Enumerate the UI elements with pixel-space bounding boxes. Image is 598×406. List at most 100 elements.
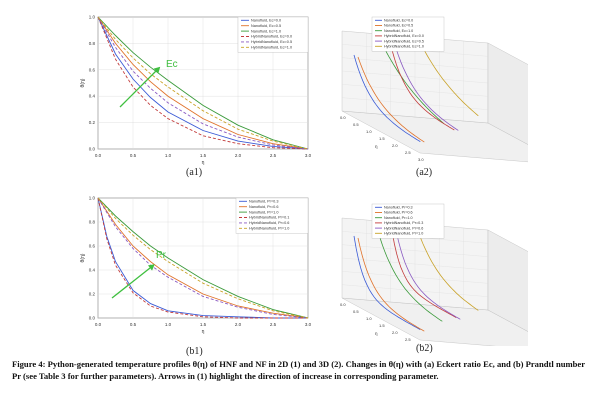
chart-b1-svg: 0.0 0.5 1.0 1.5 2.0 2.5 3.0 0.0 0.2 0.4 0.6 0.8 1.0 η… <box>80 196 312 336</box>
x-tick-label: 0.5 <box>353 122 359 127</box>
chart-a1-svg: 0.0 0.5 1.0 1.5 2.0 2.5 3.0 0.0 0.2 0.4 0.6 0.8 1.0 η… <box>80 15 312 167</box>
series-line <box>375 223 443 322</box>
chart-b2-svg: 0.00.20.40.60.81.0θ(η)0.00.51.01.52.02.5… <box>340 203 594 353</box>
legend-box <box>371 203 445 239</box>
y-tick-label: 0.8 <box>89 220 96 225</box>
panel-label-b1: (b1) <box>186 346 203 357</box>
x-tick-label: 2.5 <box>270 153 277 158</box>
legend-entry: Nanofluid, Pr=1.0 <box>384 216 413 220</box>
direction-arrow-shaft <box>119 70 157 108</box>
y-tick-label: 0.2 <box>89 292 96 297</box>
y-tick-label: 0.0 <box>89 316 96 321</box>
legend-entry: Nanofluid, Ec=0.5 <box>384 24 413 28</box>
x-tick-label: 2.0 <box>235 322 242 327</box>
x-tick-label: 2.5 <box>405 337 411 342</box>
y-axis-label: θ(η) <box>80 253 86 262</box>
panel-label-a1: (a1) <box>186 167 203 178</box>
direction-arrow-head <box>147 264 155 271</box>
legend-entry: Nanofluid, Pr=0.6 <box>249 205 278 209</box>
series-line <box>377 34 445 125</box>
series-line <box>97 16 309 150</box>
annotation-label: Ec <box>166 59 178 70</box>
x-tick-label: 2.0 <box>392 330 398 335</box>
y-tick-label: 0.4 <box>89 268 96 273</box>
x-tick-label: 0.0 <box>340 115 346 120</box>
chart-a2-svg: 0.00.20.40.60.81.0θ(η)0.00.51.01.52.02.5… <box>340 16 594 166</box>
x-tick-label: 1.0 <box>366 316 372 321</box>
chart-b1: 0.0 0.5 1.0 1.5 2.0 2.5 3.0 0.0 0.2 0.4 0.6 0.8 1.0 η… <box>70 186 320 346</box>
legend-entry: HybridNanofluid, Ec=0.5 <box>251 40 292 44</box>
series-line <box>97 197 309 319</box>
x-axis-label: η <box>202 329 205 335</box>
legend-entry: Nanofluid, Ec=0.5 <box>251 24 281 28</box>
legend-entry: Nanofluid, Pr=0.3 <box>249 200 278 204</box>
x-tick-label: 0.0 <box>95 153 102 158</box>
x-tick-label: 0.5 <box>130 322 137 327</box>
legend-entry: Nanofluid, Ec=0.0 <box>384 19 413 23</box>
series-line <box>389 217 457 318</box>
x-axis-label: η <box>375 144 378 149</box>
chart-b2: 0.00.20.40.60.81.0θ(η)0.00.51.01.52.02.5… <box>328 190 594 353</box>
x-tick-label: 3.0 <box>305 322 312 327</box>
legend-entry: Nanofluid, Ec=0.0 <box>251 19 281 23</box>
y-tick-label: 0.6 <box>89 244 96 249</box>
legend-entry: HybridNanofluid, Pr=1.0 <box>249 227 289 231</box>
x-tick-label: 0.0 <box>95 322 102 327</box>
legend-entry: HybridNanofluid, Pr=0.3 <box>384 221 423 225</box>
series-line <box>97 197 309 319</box>
y-tick-label: 0.8 <box>89 41 96 46</box>
x-tick-label: 1.0 <box>165 322 172 327</box>
series-line <box>97 197 309 319</box>
x-tick-label: 3.0 <box>418 157 424 162</box>
y-tick-label: 1.0 <box>89 15 96 20</box>
x-tick-label: 1.0 <box>366 129 372 134</box>
legend-entry: Nanofluid, Pr=0.3 <box>384 206 413 210</box>
legend-entry: Nanofluid, Ec=1.0 <box>384 29 413 33</box>
series-line <box>391 34 459 131</box>
x-axis-label: η <box>375 331 378 336</box>
legend-entry: HybridNanofluid, Pr=0.6 <box>384 226 423 230</box>
series-line <box>97 197 308 319</box>
series-line <box>393 219 461 320</box>
chart-a2: 0.00.20.40.60.81.0θ(η)0.00.51.01.52.02.5… <box>328 3 594 166</box>
series-line <box>353 235 421 330</box>
direction-arrow-shaft <box>111 267 151 299</box>
series-line <box>97 16 309 150</box>
series-line <box>97 16 309 150</box>
series-line <box>97 197 308 319</box>
x-tick-label: 2.0 <box>392 143 398 148</box>
legend-entry: HybridNanofluid, Pr=1.0 <box>384 232 423 236</box>
x-tick-label: 2.5 <box>405 150 411 155</box>
panel-label-b2: (b2) <box>416 343 433 354</box>
figure-caption: Figure 4: Python-generated temperature p… <box>12 359 585 381</box>
series-line <box>97 16 309 150</box>
legend-entry: Nanofluid, Pr=0.6 <box>384 211 413 215</box>
x-tick-label: 1.5 <box>200 153 207 158</box>
legend-entry: HybridNanofluid, Ec=0.0 <box>251 35 292 39</box>
x-tick-label: 2.0 <box>235 153 242 158</box>
x-tick-label: 0.0 <box>340 302 346 307</box>
x-tick-label: 1.5 <box>200 322 207 327</box>
series-line <box>357 237 425 332</box>
legend-entry: HybridNanofluid, Ec=0.0 <box>384 34 424 38</box>
legend-entry: HybridNanofluid, Ec=0.5 <box>384 39 424 43</box>
legend-entry: HybridNanofluid, Pr=0.1 <box>249 216 289 220</box>
series-line <box>97 16 309 150</box>
legend-entry: Nanofluid, Ec=1.0 <box>251 29 281 33</box>
y-tick-label: 0.0 <box>89 147 96 152</box>
series-line <box>97 197 309 319</box>
legend-entry: HybridNanofluid, Ec=1.0 <box>251 46 292 50</box>
direction-arrow-head <box>153 66 161 74</box>
legend-entry: Nanofluid, Pr=1.0 <box>249 210 278 214</box>
y-tick-label: 0.4 <box>89 94 96 99</box>
y-tick-label: 1.0 <box>89 196 96 201</box>
x-tick-label: 1.5 <box>379 136 385 141</box>
series-line <box>387 32 455 131</box>
series-line <box>353 54 421 142</box>
legend-box <box>237 16 309 53</box>
x-tick-label: 1.0 <box>165 153 172 158</box>
legend-entry: HybridNanofluid, Pr=0.6 <box>249 221 289 225</box>
x-tick-label: 0.5 <box>353 309 359 314</box>
panel-label-a2: (a2) <box>416 167 433 178</box>
series-line <box>411 211 479 311</box>
